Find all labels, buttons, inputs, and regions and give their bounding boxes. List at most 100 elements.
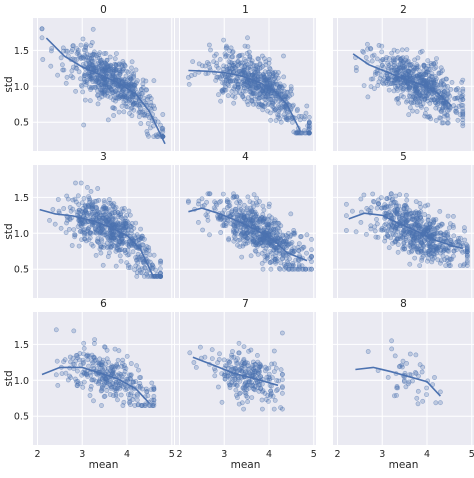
scatter-point [136, 91, 142, 97]
scatter-point [90, 85, 96, 90]
scatter-point [39, 35, 45, 41]
scatter-point [226, 237, 231, 243]
scatter-point [141, 95, 147, 101]
scatter-point [140, 85, 146, 90]
scatter-point [245, 194, 251, 200]
scatter-point [221, 37, 226, 43]
panel-title: 8 [400, 298, 407, 310]
scatter-point [438, 236, 444, 242]
scatter-point [408, 210, 413, 216]
scatter-point [58, 225, 64, 231]
scatter-point [104, 388, 110, 393]
scatter-point [61, 359, 66, 365]
scatter-point [119, 363, 124, 369]
scatter-point [270, 100, 276, 106]
scatter-point [129, 59, 135, 65]
scatter-point [437, 115, 443, 120]
scatter-point [444, 120, 450, 126]
scatter-point [253, 242, 259, 248]
scatter-point [301, 244, 307, 250]
scatter-point [240, 93, 246, 99]
scatter-point [114, 51, 119, 56]
scatter-point [404, 219, 409, 225]
scatter-point [219, 399, 225, 405]
scatter-point [99, 65, 105, 71]
scatter-point [223, 223, 229, 228]
scatter-point [85, 213, 90, 218]
scatter-point [118, 392, 124, 398]
scatter-point [343, 228, 349, 233]
x-tick-label: 2 [334, 449, 340, 460]
y-tick-label: 1.5 [14, 193, 29, 204]
scatter-point [250, 359, 256, 365]
scatter-point [70, 75, 76, 81]
scatter-point [464, 249, 470, 254]
scatter-point [256, 199, 262, 204]
scatter-point [81, 379, 87, 385]
x-tick-label: 4 [124, 449, 130, 460]
x-tick-label: 4 [266, 449, 272, 460]
scatter-point [218, 76, 223, 81]
scatter-point [309, 266, 314, 272]
scatter-point [212, 373, 218, 379]
scatter-point [134, 363, 139, 369]
scatter-point [365, 94, 371, 100]
scatter-point [136, 103, 142, 109]
scatter-point [106, 85, 112, 90]
scatter-point [201, 202, 207, 208]
scatter-point [87, 393, 93, 398]
scatter-point [87, 230, 93, 236]
scatter-point [149, 380, 155, 386]
scatter-point [232, 94, 238, 100]
scatter-point [58, 55, 64, 61]
scatter-point [253, 214, 259, 219]
scatter-point [419, 218, 425, 223]
scatter-point [445, 213, 451, 219]
scatter-point [415, 388, 421, 394]
scatter-point [217, 214, 223, 220]
scatter-point [247, 67, 253, 72]
scatter-point [112, 384, 118, 390]
scatter-point [95, 381, 101, 387]
scatter-point [216, 92, 221, 98]
scatter-point [361, 83, 367, 88]
scatter-point [81, 340, 87, 346]
scatter-point [138, 226, 143, 232]
scatter-point [78, 42, 84, 48]
scatter-point [248, 60, 254, 66]
scatter-point [85, 184, 90, 190]
scatter-point [409, 223, 415, 229]
scatter-point [225, 218, 231, 224]
scatter-point [281, 239, 287, 244]
scatter-point [446, 225, 452, 231]
scatter-point [306, 114, 312, 120]
scatter-point [132, 100, 138, 106]
scatter-point [460, 249, 465, 255]
scatter-point [87, 60, 93, 66]
scatter-point [261, 238, 267, 243]
scatter-point [226, 53, 231, 59]
scatter-point [131, 85, 137, 91]
scatter-point [96, 360, 102, 366]
scatter-point [151, 78, 157, 84]
y-axis-label: std [3, 76, 15, 92]
scatter-point [78, 76, 83, 82]
scatter-point [125, 252, 131, 258]
scatter-point [301, 116, 307, 122]
scatter-point [87, 74, 93, 79]
scatter-point [235, 59, 241, 65]
scatter-point [283, 232, 289, 238]
scatter-point [229, 354, 235, 360]
scatter-point [118, 258, 124, 264]
scatter-point [281, 53, 286, 59]
scatter-point [136, 367, 141, 373]
scatter-point [209, 347, 215, 353]
scatter-point [63, 80, 69, 86]
scatter-point [443, 263, 449, 268]
y-tick-label: 1.0 [14, 376, 29, 387]
x-axis-label: mean [231, 459, 261, 471]
scatter-point [364, 41, 370, 47]
scatter-point [102, 91, 108, 97]
scatter-point [415, 401, 421, 407]
scatter-point [295, 106, 300, 112]
